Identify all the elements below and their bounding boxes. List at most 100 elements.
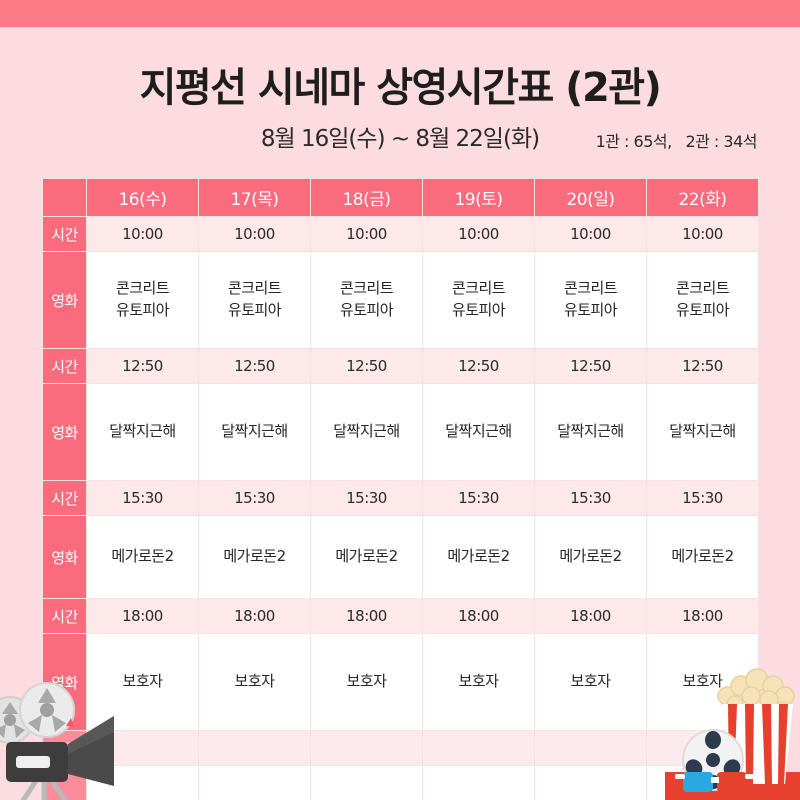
time-cell[interactable]: 15:30: [646, 480, 759, 516]
movie-title-line: 보호자: [682, 672, 723, 691]
movie-cell[interactable]: [646, 765, 759, 800]
time-cell[interactable]: 18:00: [422, 598, 535, 634]
time-cell[interactable]: 12:50: [198, 348, 311, 384]
time-cell[interactable]: [310, 730, 423, 766]
movie-cell[interactable]: 달짝지근해: [198, 383, 311, 481]
time-cell[interactable]: 18:00: [646, 598, 759, 634]
movie-cell[interactable]: [86, 765, 199, 800]
time-cell[interactable]: 18:00: [310, 598, 423, 634]
time-cell[interactable]: 10:00: [646, 216, 759, 252]
time-cell[interactable]: 15:30: [198, 480, 311, 516]
top-decorative-stripe: [0, 0, 800, 27]
movie-cell[interactable]: 달짝지근해: [646, 383, 759, 481]
movie-cell[interactable]: 메가로돈2: [86, 515, 199, 599]
column-header-day-5[interactable]: 20(일): [534, 178, 647, 217]
time-cell[interactable]: 15:30: [86, 480, 199, 516]
movie-cell[interactable]: 메가로돈2: [310, 515, 423, 599]
time-cell[interactable]: 10:00: [422, 216, 535, 252]
movie-title-line: 보호자: [570, 672, 611, 691]
time-cell[interactable]: 10:00: [198, 216, 311, 252]
time-cell[interactable]: 18:00: [534, 598, 647, 634]
movie-cell[interactable]: 보호자: [534, 633, 647, 731]
time-cell[interactable]: 15:30: [310, 480, 423, 516]
movie-title-line: 보호자: [122, 672, 163, 691]
time-cell[interactable]: 10:00: [86, 216, 199, 252]
movie-cell[interactable]: 콘크리트 유토피아: [86, 251, 199, 349]
movie-title-line: 유토피아: [563, 301, 618, 319]
time-row-1: 시간 10:00 10:00 10:00 10:00 10:00 10:00: [42, 216, 759, 252]
movie-title-line: 콘크리트: [115, 279, 170, 298]
movie-cell[interactable]: 보호자: [198, 633, 311, 731]
time-cell[interactable]: 12:50: [646, 348, 759, 384]
schedule-table-body: 시간 10:00 10:00 10:00 10:00 10:00 10:00 영…: [42, 216, 759, 800]
time-cell[interactable]: 12:50: [422, 348, 535, 384]
movie-cell[interactable]: 달짝지근해: [86, 383, 199, 481]
movie-title-line: 달짝지근해: [221, 422, 288, 441]
movie-cell[interactable]: 메가로돈2: [646, 515, 759, 599]
time-cell[interactable]: [646, 730, 759, 766]
movie-cell[interactable]: 달짝지근해: [310, 383, 423, 481]
time-row-3: 시간 15:30 15:30 15:30 15:30 15:30 15:30: [42, 480, 759, 516]
time-cell[interactable]: [422, 730, 535, 766]
row-label-time-1: 시간: [42, 216, 87, 252]
time-cell[interactable]: [534, 730, 647, 766]
movie-cell[interactable]: 콘크리트 유토피아: [198, 251, 311, 349]
time-cell[interactable]: 10:00: [534, 216, 647, 252]
movie-row-1: 영화 콘크리트 유토피아 콘크리트 유토피아 콘크리트 유토피아 콘크리트 유토…: [42, 251, 759, 349]
movie-title-line: 메가로돈2: [335, 547, 398, 566]
movie-title-line: 유토피아: [339, 301, 394, 319]
movie-cell[interactable]: 콘크리트 유토피아: [534, 251, 647, 349]
movie-title-line: 달짝지근해: [109, 422, 176, 441]
movie-cell[interactable]: 메가로돈2: [422, 515, 535, 599]
row-label-time-3: 시간: [42, 480, 87, 516]
movie-title-line: 달짝지근해: [557, 422, 624, 441]
time-cell[interactable]: [198, 730, 311, 766]
time-cell[interactable]: 15:30: [422, 480, 535, 516]
date-range-subtitle: 8월 16일(수) ~ 8월 22일(화): [260, 126, 540, 152]
row-label-movie-3: 영화: [42, 515, 87, 599]
movie-title-line: 달짝지근해: [669, 422, 736, 441]
movie-row-2: 영화 달짝지근해 달짝지근해 달짝지근해 달짝지근해 달짝지근해 달짝지근해: [42, 383, 759, 481]
movie-title-line: 메가로돈2: [447, 547, 510, 566]
movie-cell[interactable]: 메가로돈2: [198, 515, 311, 599]
movie-cell[interactable]: 보호자: [86, 633, 199, 731]
movie-title-line: 달짝지근해: [445, 422, 512, 441]
time-cell[interactable]: 12:50: [86, 348, 199, 384]
time-cell[interactable]: 18:00: [86, 598, 199, 634]
movie-cell[interactable]: 보호자: [310, 633, 423, 731]
time-cell[interactable]: 12:50: [310, 348, 423, 384]
movie-cell[interactable]: 달짝지근해: [422, 383, 535, 481]
row-label-movie-1: 영화: [42, 251, 87, 349]
time-cell[interactable]: 10:00: [310, 216, 423, 252]
movie-cell[interactable]: [310, 765, 423, 800]
movie-cell[interactable]: 콘크리트 유토피아: [422, 251, 535, 349]
movie-title-line: 보호자: [234, 672, 275, 691]
movie-cell[interactable]: 콘크리트 유토피아: [310, 251, 423, 349]
column-header-day-1[interactable]: 16(수): [86, 178, 199, 217]
movie-row-4: 영화 보호자 보호자 보호자 보호자 보호자 보호자: [42, 633, 759, 731]
movie-title-line: 콘크리트: [675, 279, 730, 298]
column-header-day-4[interactable]: 19(토): [422, 178, 535, 217]
row-label-time-2: 시간: [42, 348, 87, 384]
column-header-day-2[interactable]: 17(목): [198, 178, 311, 217]
movie-title-line: 유토피아: [115, 301, 170, 319]
movie-title-line: 유토피아: [451, 301, 506, 319]
movie-cell[interactable]: 보호자: [422, 633, 535, 731]
time-cell[interactable]: 12:50: [534, 348, 647, 384]
movie-cell[interactable]: [422, 765, 535, 800]
movie-title-line: 메가로돈2: [223, 547, 286, 566]
time-cell[interactable]: 15:30: [534, 480, 647, 516]
movie-cell[interactable]: [198, 765, 311, 800]
movie-title-line: 메가로돈2: [671, 547, 734, 566]
column-header-day-6[interactable]: 22(화): [646, 178, 759, 217]
movie-cell[interactable]: [534, 765, 647, 800]
column-header-day-3[interactable]: 18(금): [310, 178, 423, 217]
movie-cell[interactable]: 콘크리트 유토피아: [646, 251, 759, 349]
movie-cell[interactable]: 메가로돈2: [534, 515, 647, 599]
time-cell[interactable]: [86, 730, 199, 766]
movie-cell[interactable]: 보호자: [646, 633, 759, 731]
movie-cell[interactable]: 달짝지근해: [534, 383, 647, 481]
time-cell[interactable]: 18:00: [198, 598, 311, 634]
movie-title-line: 유토피아: [227, 301, 282, 319]
time-row-4: 시간 18:00 18:00 18:00 18:00 18:00 18:00: [42, 598, 759, 634]
